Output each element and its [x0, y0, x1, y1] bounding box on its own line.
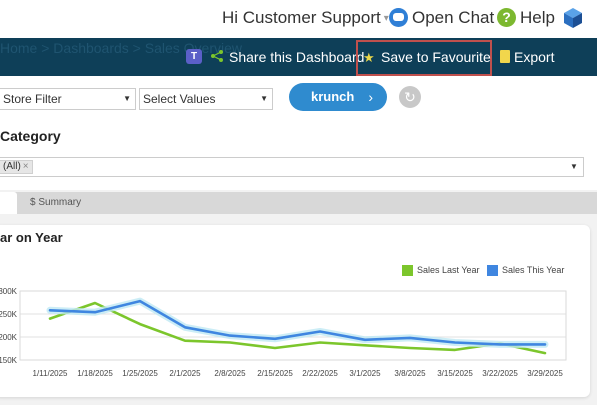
series-line-last-year [48, 301, 547, 355]
chat-bubble-icon[interactable] [389, 8, 408, 27]
x-tick-label: 2/8/2025 [214, 369, 246, 378]
user-menu[interactable]: Hi Customer Support ▾ [222, 8, 389, 28]
legend-label-this-year: Sales This Year [502, 265, 565, 275]
chevron-down-icon: ▼ [123, 94, 131, 103]
y-tick-label: 250K [0, 310, 18, 319]
tab-strip [0, 192, 597, 214]
y-tick-label: 150K [0, 356, 18, 365]
remove-tag-icon[interactable]: × [22, 161, 29, 172]
select-values-dropdown[interactable]: Select Values ▼ [139, 88, 273, 110]
y-tick-label: 300K [0, 287, 18, 296]
category-tag-label: (All) [3, 161, 21, 172]
user-menu-label: Hi Customer Support [222, 8, 381, 27]
chevron-down-icon: ▼ [260, 94, 268, 103]
krunch-label: krunch [311, 89, 355, 104]
series-line-this-year [48, 299, 547, 346]
dashboard-toolbar: Home > Dashboards > Sales Overview T Sha… [0, 38, 597, 76]
chevron-right-icon: › [368, 89, 373, 105]
plot-frame [19, 290, 567, 361]
tab-summary[interactable]: $ Summary [30, 197, 82, 208]
chevron-down-icon[interactable]: ▼ [570, 162, 578, 171]
save-to-favourite-label[interactable]: Save to Favourite [381, 49, 491, 65]
tab-active[interactable] [0, 192, 17, 214]
save-to-favourite-button[interactable] [356, 40, 492, 76]
open-chat-link[interactable]: Open Chat [412, 8, 495, 27]
store-filter-value: Store Filter [3, 92, 62, 106]
legend-swatch-last-year [402, 265, 413, 276]
x-tick-label: 2/22/2025 [302, 369, 338, 378]
y-tick-label: 200K [0, 333, 18, 342]
store-filter-select[interactable]: Store Filter ▼ [0, 88, 136, 110]
help-link[interactable]: Help [520, 8, 555, 27]
x-tick-label: 1/11/2025 [33, 369, 69, 378]
x-tick-label: 3/15/2025 [437, 369, 473, 378]
x-tick-label: 3/22/2025 [482, 369, 518, 378]
chevron-down-icon: ▾ [383, 13, 389, 25]
share-dashboard-button[interactable]: Share this Dashboard [229, 49, 365, 65]
krunch-button[interactable]: krunch › [289, 83, 387, 111]
share-icon[interactable] [210, 49, 224, 63]
x-tick-label: 3/8/2025 [394, 369, 426, 378]
category-tag: (All) × [0, 160, 33, 174]
sales-line-chart: 150K 200K 250K 300K 1/11/2025 1/18/2025 1/25/2… [0, 287, 567, 378]
category-title: Category [0, 128, 61, 144]
x-tick-label: 1/25/2025 [122, 369, 158, 378]
series-highlight-this-year [46, 297, 549, 348]
help-icon[interactable]: ? [497, 8, 516, 27]
legend-label-last-year: Sales Last Year [417, 265, 480, 275]
cube-logo-icon[interactable] [563, 7, 583, 29]
select-values-value: Select Values [143, 92, 216, 106]
star-icon: ★ [363, 50, 375, 65]
export-icon[interactable] [500, 50, 510, 63]
x-tick-label: 3/1/2025 [349, 369, 381, 378]
teams-icon[interactable]: T [186, 49, 202, 64]
legend-swatch-this-year [487, 265, 498, 276]
x-tick-label: 1/18/2025 [77, 369, 113, 378]
x-tick-label: 2/1/2025 [169, 369, 201, 378]
x-tick-label: 3/29/2025 [527, 369, 563, 378]
export-button[interactable]: Export [514, 49, 555, 65]
breadcrumb: Home > Dashboards > Sales Overview [0, 40, 242, 56]
x-tick-label: 2/15/2025 [257, 369, 293, 378]
category-multiselect[interactable] [0, 157, 584, 177]
reset-icon[interactable]: ↻ [399, 86, 421, 108]
chart-title: ar on Year [0, 230, 63, 245]
